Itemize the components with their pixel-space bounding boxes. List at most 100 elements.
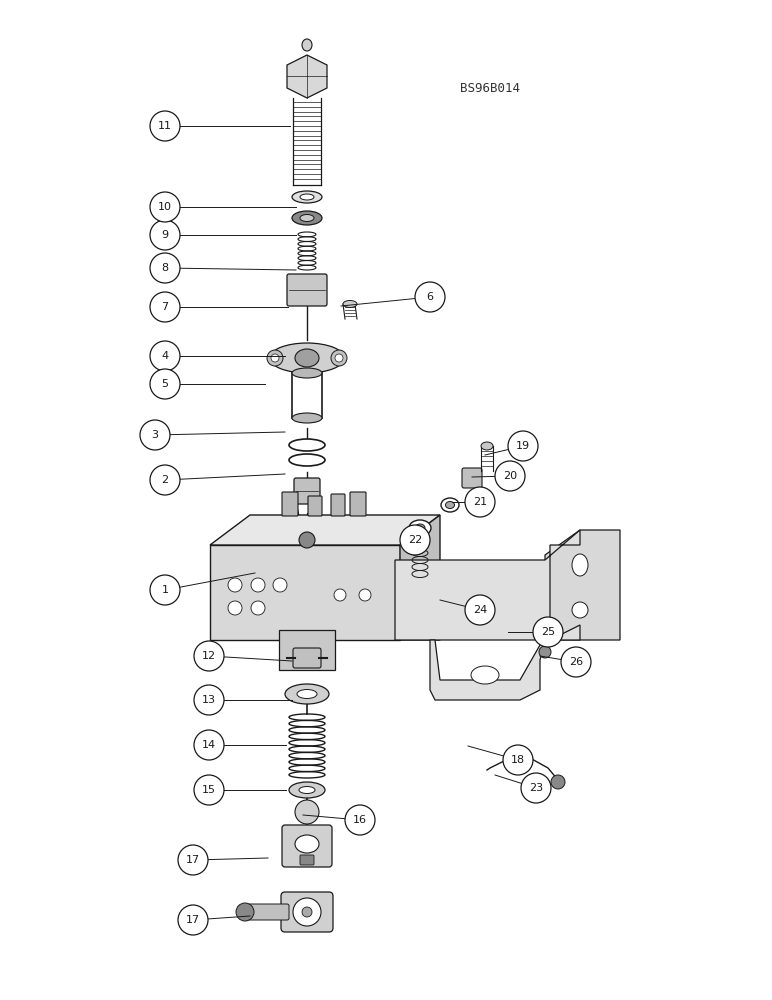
Circle shape <box>194 775 224 805</box>
Ellipse shape <box>295 349 319 367</box>
Text: 23: 23 <box>529 783 543 793</box>
Text: 8: 8 <box>161 263 168 273</box>
Text: 10: 10 <box>158 202 172 212</box>
Circle shape <box>465 595 495 625</box>
Polygon shape <box>545 530 620 640</box>
FancyBboxPatch shape <box>247 904 289 920</box>
FancyBboxPatch shape <box>293 648 321 668</box>
Text: 4: 4 <box>161 351 168 361</box>
Text: BS96B014: BS96B014 <box>460 82 520 95</box>
Ellipse shape <box>269 343 344 373</box>
Circle shape <box>178 905 208 935</box>
Ellipse shape <box>572 554 588 576</box>
Circle shape <box>359 589 371 601</box>
Circle shape <box>271 354 279 362</box>
FancyBboxPatch shape <box>350 492 366 516</box>
Circle shape <box>194 685 224 715</box>
Text: 2: 2 <box>161 475 168 485</box>
Ellipse shape <box>300 215 314 222</box>
Text: 24: 24 <box>473 605 487 615</box>
Circle shape <box>572 602 588 618</box>
Circle shape <box>503 745 533 775</box>
Circle shape <box>150 111 180 141</box>
Ellipse shape <box>289 454 325 466</box>
Circle shape <box>302 907 312 917</box>
Circle shape <box>331 350 347 366</box>
Ellipse shape <box>302 39 312 51</box>
Circle shape <box>150 341 180 371</box>
Ellipse shape <box>300 194 314 200</box>
Circle shape <box>150 292 180 322</box>
Bar <box>210 545 400 640</box>
Circle shape <box>178 845 208 875</box>
Text: 7: 7 <box>161 302 168 312</box>
Ellipse shape <box>292 413 322 423</box>
Circle shape <box>295 800 319 824</box>
Circle shape <box>561 647 591 677</box>
Text: 13: 13 <box>202 695 216 705</box>
Bar <box>279 630 335 670</box>
Text: 25: 25 <box>541 627 555 637</box>
FancyBboxPatch shape <box>282 825 332 867</box>
Circle shape <box>273 578 287 592</box>
FancyBboxPatch shape <box>331 494 345 516</box>
Circle shape <box>150 369 180 399</box>
Circle shape <box>521 773 551 803</box>
Ellipse shape <box>289 782 325 798</box>
Text: 17: 17 <box>186 855 200 865</box>
Circle shape <box>533 617 563 647</box>
Circle shape <box>345 805 375 835</box>
Text: 16: 16 <box>353 815 367 825</box>
FancyBboxPatch shape <box>282 492 298 516</box>
Text: 14: 14 <box>202 740 216 750</box>
FancyBboxPatch shape <box>462 468 482 488</box>
Ellipse shape <box>285 684 329 704</box>
Ellipse shape <box>343 300 357 308</box>
Circle shape <box>508 431 538 461</box>
Text: 19: 19 <box>516 441 530 451</box>
Ellipse shape <box>292 211 322 225</box>
Ellipse shape <box>445 502 455 508</box>
Circle shape <box>194 641 224 671</box>
Polygon shape <box>287 55 327 98</box>
Circle shape <box>334 589 346 601</box>
Ellipse shape <box>415 524 425 532</box>
Ellipse shape <box>295 835 319 853</box>
Polygon shape <box>395 530 580 640</box>
FancyBboxPatch shape <box>300 855 314 865</box>
Ellipse shape <box>441 498 459 512</box>
Ellipse shape <box>471 666 499 684</box>
Circle shape <box>267 350 283 366</box>
Circle shape <box>465 487 495 517</box>
Text: 9: 9 <box>161 230 168 240</box>
Circle shape <box>194 730 224 760</box>
Circle shape <box>236 903 254 921</box>
Text: 6: 6 <box>426 292 434 302</box>
Circle shape <box>251 601 265 615</box>
Polygon shape <box>400 515 440 640</box>
Ellipse shape <box>292 368 322 378</box>
Text: 3: 3 <box>151 430 158 440</box>
Circle shape <box>551 775 565 789</box>
FancyBboxPatch shape <box>308 496 322 516</box>
Circle shape <box>150 253 180 283</box>
Circle shape <box>400 525 430 555</box>
Polygon shape <box>210 515 440 545</box>
Text: 11: 11 <box>158 121 172 131</box>
Circle shape <box>150 192 180 222</box>
Ellipse shape <box>299 786 315 794</box>
Ellipse shape <box>299 457 315 463</box>
Ellipse shape <box>299 442 315 448</box>
Text: 21: 21 <box>473 497 487 507</box>
Circle shape <box>150 465 180 495</box>
Circle shape <box>415 282 445 312</box>
Circle shape <box>140 420 170 450</box>
Circle shape <box>150 575 180 605</box>
Text: 12: 12 <box>202 651 216 661</box>
Circle shape <box>228 601 242 615</box>
FancyBboxPatch shape <box>294 478 320 504</box>
Text: 26: 26 <box>569 657 583 667</box>
Circle shape <box>251 578 265 592</box>
Text: 17: 17 <box>186 915 200 925</box>
Ellipse shape <box>409 520 431 536</box>
